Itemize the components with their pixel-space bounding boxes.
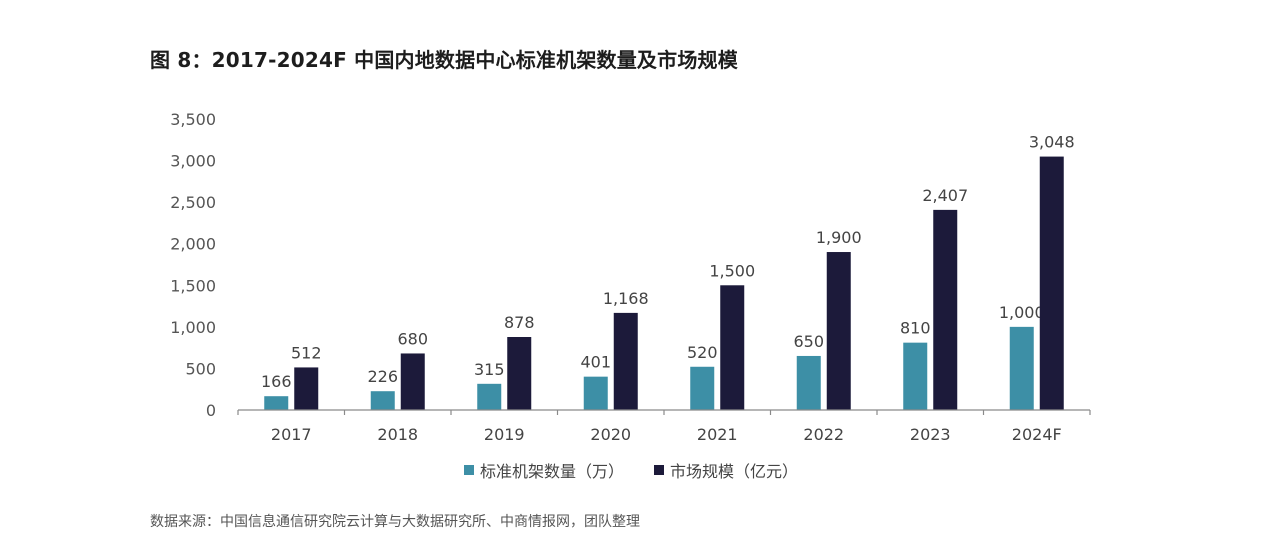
y-tick-label: 1,000 bbox=[170, 318, 216, 337]
bar-value-label: 1,900 bbox=[816, 228, 862, 247]
bar-series-2 bbox=[613, 312, 638, 410]
y-tick-label: 2,000 bbox=[170, 235, 216, 254]
bar-series-1 bbox=[477, 383, 502, 410]
legend-item-series-1: 标准机架数量（万） bbox=[463, 458, 624, 482]
bar-series-1 bbox=[583, 376, 608, 410]
bar-series-1 bbox=[370, 391, 395, 410]
x-category-label: 2017 bbox=[271, 425, 312, 444]
legend-label: 标准机架数量（万） bbox=[479, 462, 624, 481]
y-tick-label: 3,000 bbox=[170, 152, 216, 171]
bar-series-2 bbox=[826, 252, 851, 410]
y-tick-label: 500 bbox=[185, 359, 216, 378]
x-category-label: 2024F bbox=[1012, 425, 1062, 444]
legend-swatch bbox=[463, 465, 474, 475]
bar-value-label: 650 bbox=[793, 332, 824, 351]
bar-series-1 bbox=[903, 342, 928, 410]
legend: 标准机架数量（万） 市场规模（亿元） bbox=[0, 458, 1262, 482]
legend-item-series-2: 市场规模（亿元） bbox=[654, 458, 798, 482]
source-note: 数据来源：中国信息通信研究院云计算与大数据研究所、中商情报网，团队整理 bbox=[150, 514, 640, 530]
y-tick-label: 1,500 bbox=[170, 276, 216, 295]
x-category-label: 2021 bbox=[697, 425, 738, 444]
figure-title: 图 8：2017-2024F 中国内地数据中心标准机架数量及市场规模 bbox=[150, 48, 738, 72]
bar-series-1 bbox=[264, 396, 289, 410]
bar-value-label: 512 bbox=[291, 343, 322, 362]
bar-value-label: 810 bbox=[900, 319, 931, 338]
bar-series-2 bbox=[720, 285, 745, 410]
legend-label: 市场规模（亿元） bbox=[670, 462, 799, 481]
bar-value-label: 1,168 bbox=[603, 289, 649, 308]
bar-series-2 bbox=[933, 209, 958, 410]
y-axis: 0 500 1,000 1,500 2,000 2,500 3,000 3,500 bbox=[170, 110, 216, 420]
y-tick-label: 2,500 bbox=[170, 193, 216, 212]
bars-group: 166 512 226 680 315 878 401 1,168 520 1,500 650 1,9… bbox=[261, 133, 1075, 410]
bar-series-1 bbox=[796, 355, 821, 410]
bar-value-label: 401 bbox=[580, 353, 611, 372]
y-tick-label: 3,500 bbox=[170, 110, 216, 129]
bar-value-label: 166 bbox=[261, 372, 292, 391]
bar-value-label: 315 bbox=[474, 360, 505, 379]
bar-series-2 bbox=[507, 337, 532, 410]
x-axis: 2017 2018 2019 2020 2021 2022 2023 2024F bbox=[237, 409, 1091, 444]
bar-series-1 bbox=[1009, 326, 1034, 410]
bar-value-label: 878 bbox=[504, 313, 535, 332]
bar-value-label: 2,407 bbox=[922, 186, 968, 205]
bar-value-label: 520 bbox=[687, 343, 718, 362]
bar-value-label: 226 bbox=[367, 367, 398, 386]
bar-value-label: 680 bbox=[397, 329, 428, 348]
x-category-label: 2018 bbox=[377, 425, 418, 444]
bar-series-2 bbox=[294, 367, 319, 410]
y-tick-label: 0 bbox=[206, 401, 216, 420]
bar-chart: 0 500 1,000 1,500 2,000 2,500 3,000 3,500 166 51… bbox=[170, 110, 1091, 444]
x-category-label: 2020 bbox=[590, 425, 631, 444]
bar-series-2 bbox=[400, 353, 425, 410]
bar-value-label: 1,000 bbox=[999, 303, 1045, 322]
bar-value-label: 1,500 bbox=[709, 261, 755, 280]
bar-value-label: 3,048 bbox=[1029, 133, 1075, 152]
bar-series-2 bbox=[1039, 156, 1064, 410]
legend-swatch bbox=[654, 465, 664, 475]
x-category-label: 2022 bbox=[803, 425, 844, 444]
x-category-label: 2023 bbox=[910, 425, 951, 444]
x-category-label: 2019 bbox=[484, 425, 525, 444]
bar-series-1 bbox=[690, 366, 715, 410]
